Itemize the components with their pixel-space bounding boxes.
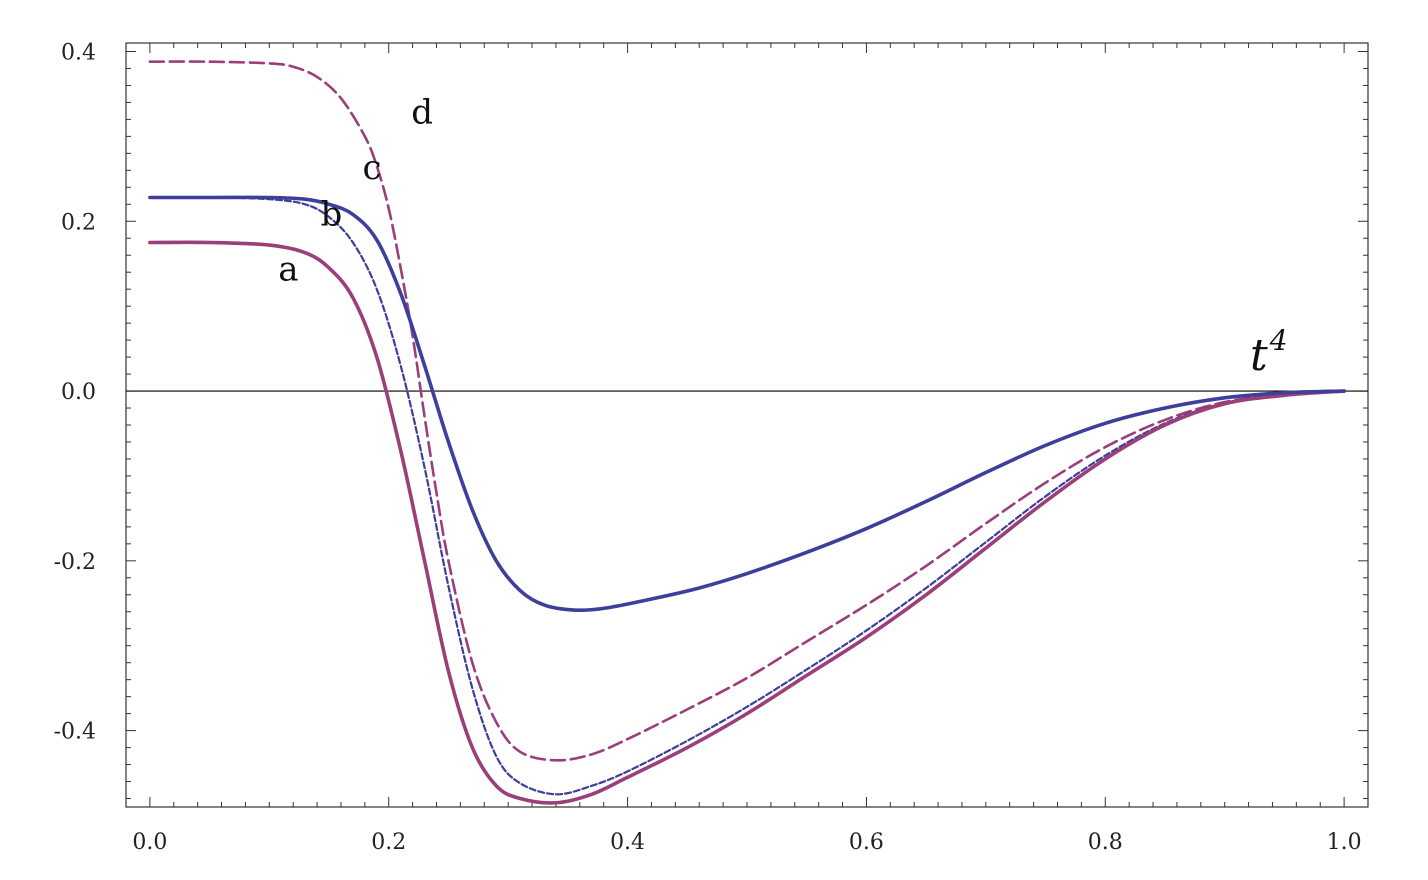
x-tick-label: 0.6 — [849, 830, 884, 855]
tick-labels: 0.0 0.2 0.4 0.6 0.8 1.0 0.4 0.2 0.0 -0.2 -0.4 — [54, 40, 1362, 855]
y-tick-label: 0.2 — [61, 210, 96, 235]
x-tick-label: 0.4 — [610, 830, 645, 855]
curve-label-d: d — [411, 93, 433, 133]
x-tick-label: 0.0 — [132, 830, 167, 855]
x-tick-label: 0.8 — [1088, 830, 1123, 855]
ticks — [126, 43, 1368, 807]
y-tick-label: 0.0 — [61, 380, 96, 405]
curve-label-c: c — [362, 148, 381, 188]
y-tick-label: -0.4 — [54, 720, 96, 745]
y-tick-label: -0.2 — [54, 550, 96, 575]
series-d-line — [148, 60, 1346, 762]
y-tick-label: 0.4 — [61, 40, 96, 65]
series-b-line — [148, 196, 1346, 796]
x-tick-label: 0.2 — [371, 830, 406, 855]
series-c-line — [148, 195, 1346, 613]
axis-annotation: t4 — [1250, 324, 1288, 381]
plot-frame — [125, 42, 1369, 808]
axis-annotation-sup: 4 — [1269, 324, 1288, 357]
x-tick-label: 1.0 — [1327, 830, 1362, 855]
series-a-line — [148, 240, 1346, 805]
curve-label-b: b — [321, 195, 343, 235]
curves — [148, 60, 1346, 805]
curve-label-a: a — [278, 250, 298, 290]
axis-annotation-base: t — [1250, 330, 1268, 381]
